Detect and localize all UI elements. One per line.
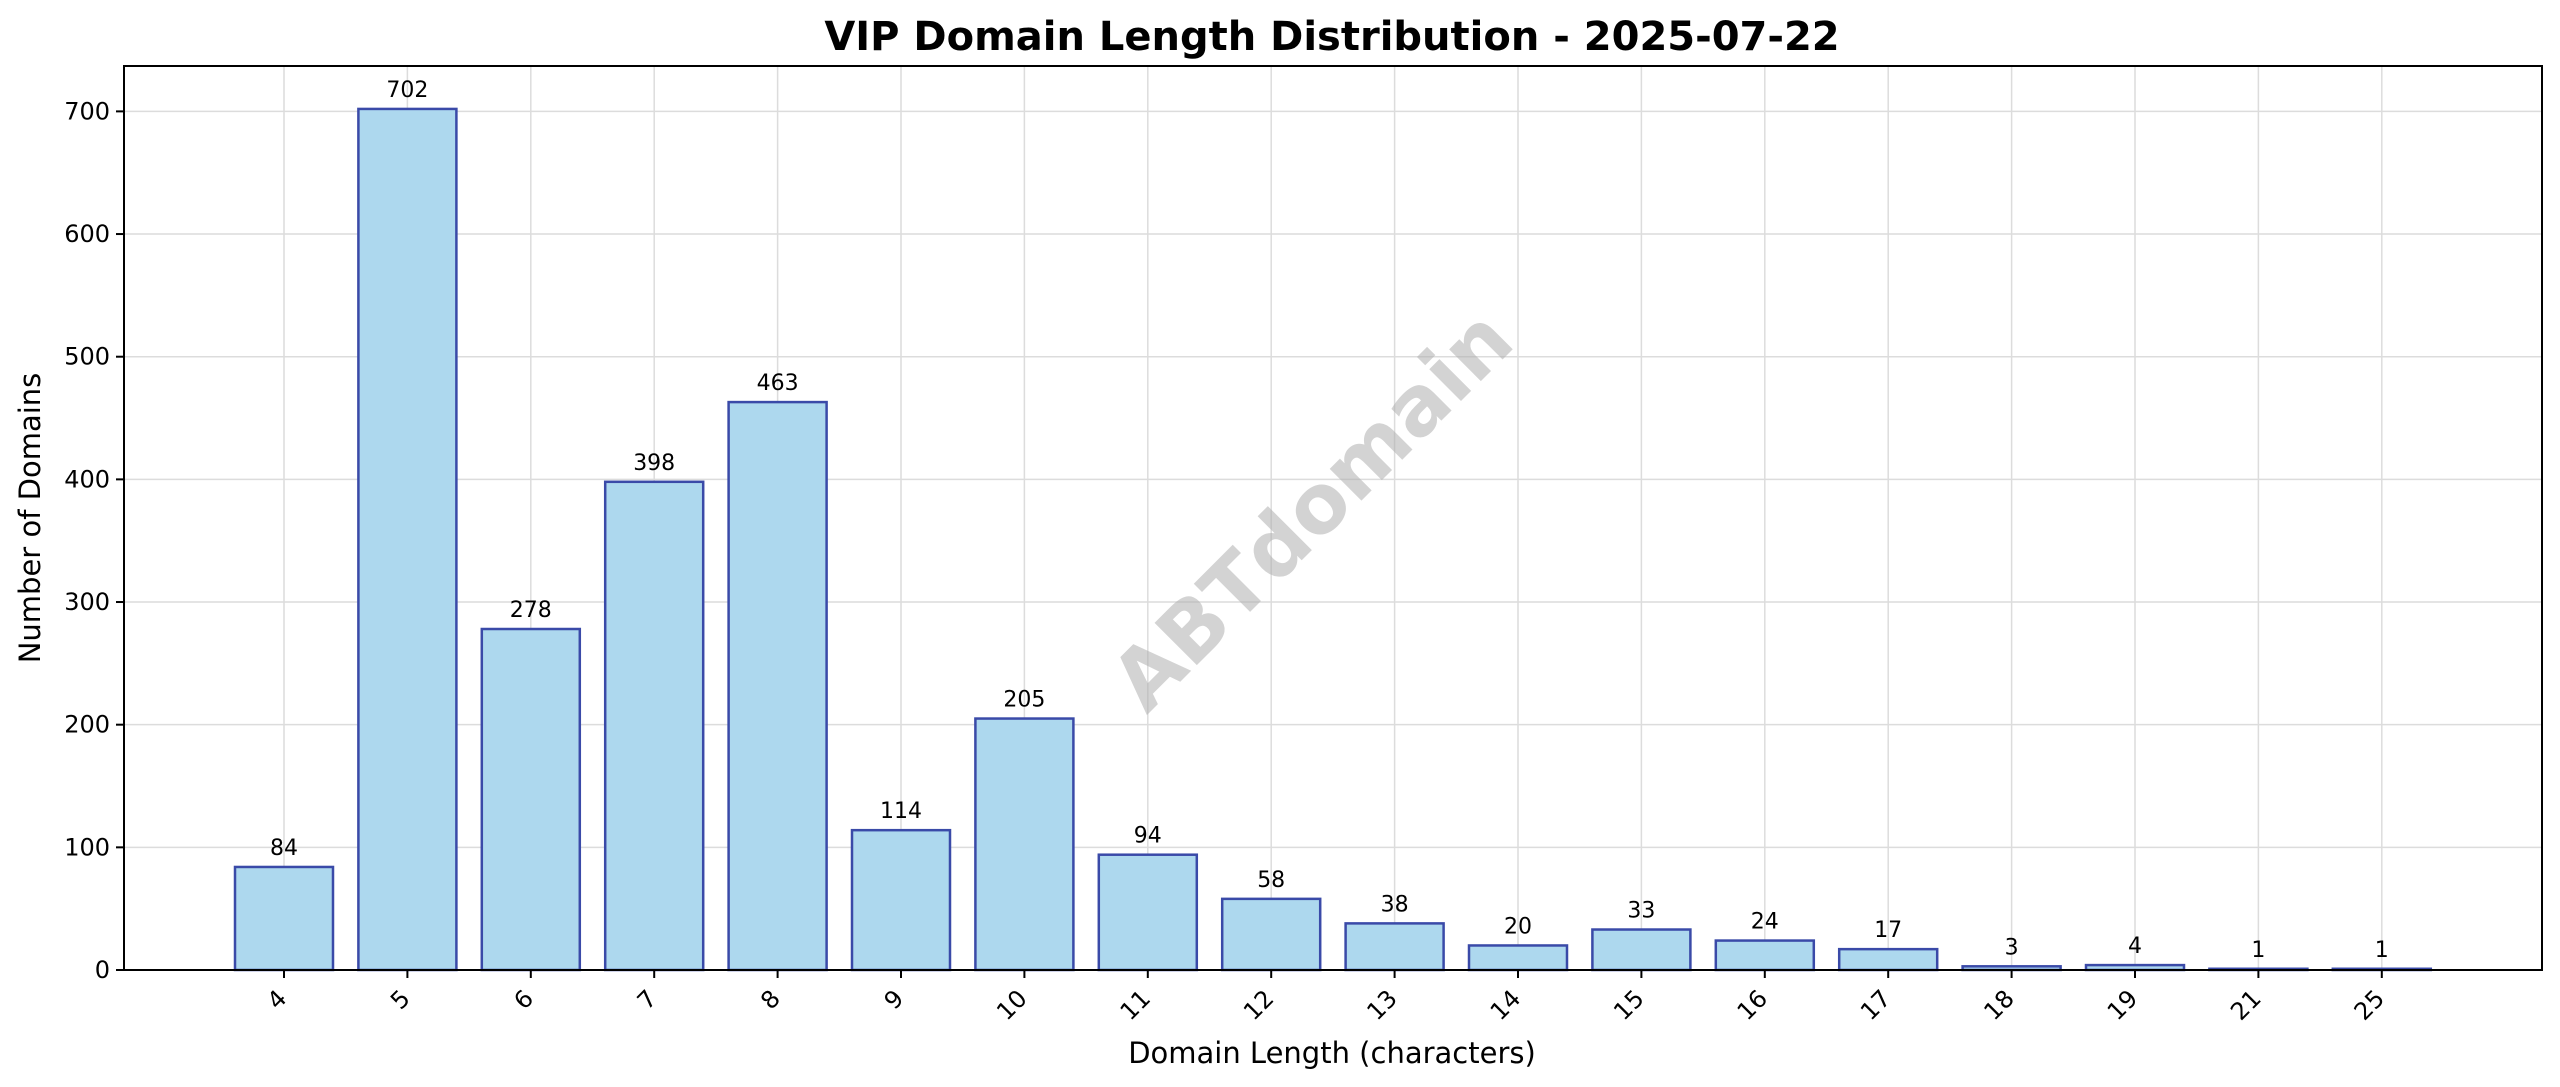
data-label: 3 [2005, 935, 2019, 960]
data-label: 114 [880, 799, 922, 824]
bar-7 [603, 480, 705, 972]
bar-9 [850, 828, 952, 972]
y-tick-label: 200 [64, 711, 110, 739]
x-tick-label: 21 [2225, 984, 2266, 1025]
data-label: 4 [2128, 934, 2142, 959]
x-tick-label: 11 [1115, 984, 1156, 1025]
data-label: 398 [633, 451, 675, 476]
data-label: 24 [1751, 910, 1779, 935]
bar-12 [1220, 897, 1322, 972]
y-axis: 0 100 200 300 400 500 600 700 [64, 97, 124, 984]
bar-13 [1344, 922, 1445, 972]
chart-title: VIP Domain Length Distribution - 2025-07… [824, 14, 1839, 60]
bar-15 [1591, 928, 1692, 972]
data-label: 20 [1504, 914, 1532, 939]
data-label: 38 [1381, 892, 1409, 917]
x-tick-label: 25 [2349, 984, 2390, 1025]
bar-6 [480, 627, 582, 972]
x-tick-label: 13 [1361, 984, 1402, 1025]
y-tick-label: 100 [64, 833, 110, 861]
bar-14 [1467, 944, 1569, 972]
data-label: 94 [1134, 824, 1162, 849]
x-tick-label: 12 [1238, 984, 1279, 1025]
y-axis-label: Number of Domains [13, 373, 47, 664]
data-labels: 84 702 278 398 463 114 205 94 58 38 20 33 24 17 3 4 1 1 [270, 78, 2389, 963]
data-label: 1 [2375, 938, 2389, 963]
y-tick-label: 0 [95, 956, 110, 984]
x-tick-label: 6 [508, 984, 539, 1015]
x-tick-label: 4 [262, 984, 293, 1015]
x-tick-label: 15 [1608, 984, 1649, 1025]
y-tick-label: 400 [64, 465, 110, 493]
bar-4 [233, 865, 335, 972]
bar-17 [1837, 947, 1939, 972]
x-tick-label: 14 [1485, 984, 1526, 1025]
x-tick-label: 17 [1855, 984, 1896, 1025]
bar-16 [1714, 939, 1816, 972]
bar-8 [727, 400, 828, 972]
x-tick-label: 8 [755, 984, 786, 1015]
x-tick-label: 5 [385, 984, 416, 1015]
data-label: 1 [2251, 938, 2265, 963]
x-tick-label: 19 [2102, 984, 2143, 1025]
y-tick-label: 700 [64, 97, 110, 125]
y-tick-label: 500 [64, 343, 110, 371]
bars [233, 107, 2433, 972]
y-tick-label: 300 [64, 588, 110, 616]
data-label: 33 [1627, 899, 1655, 924]
data-label: 278 [510, 598, 552, 623]
plot-frame [123, 65, 2543, 971]
data-label: 58 [1257, 868, 1285, 893]
data-label: 702 [386, 78, 428, 103]
data-label: 463 [757, 371, 799, 396]
data-label: 205 [1003, 688, 1045, 713]
data-label: 17 [1874, 918, 1902, 943]
x-tick-label: 7 [632, 984, 663, 1015]
x-tick-label: 9 [879, 984, 910, 1015]
x-axis: 4 5 6 7 8 9 10 11 12 13 14 15 16 17 18 19 21 25 [262, 970, 2390, 1026]
x-tick-label: 18 [1978, 984, 2019, 1025]
x-tick-label: 10 [991, 984, 1032, 1025]
y-tick-label: 600 [64, 220, 110, 248]
bar-5 [357, 107, 458, 972]
x-axis-label: Domain Length (characters) [1128, 1036, 1536, 1070]
bar-11 [1097, 853, 1199, 972]
data-label: 84 [270, 836, 298, 861]
x-tick-label: 16 [1732, 984, 1773, 1025]
bar-10 [974, 717, 1075, 972]
